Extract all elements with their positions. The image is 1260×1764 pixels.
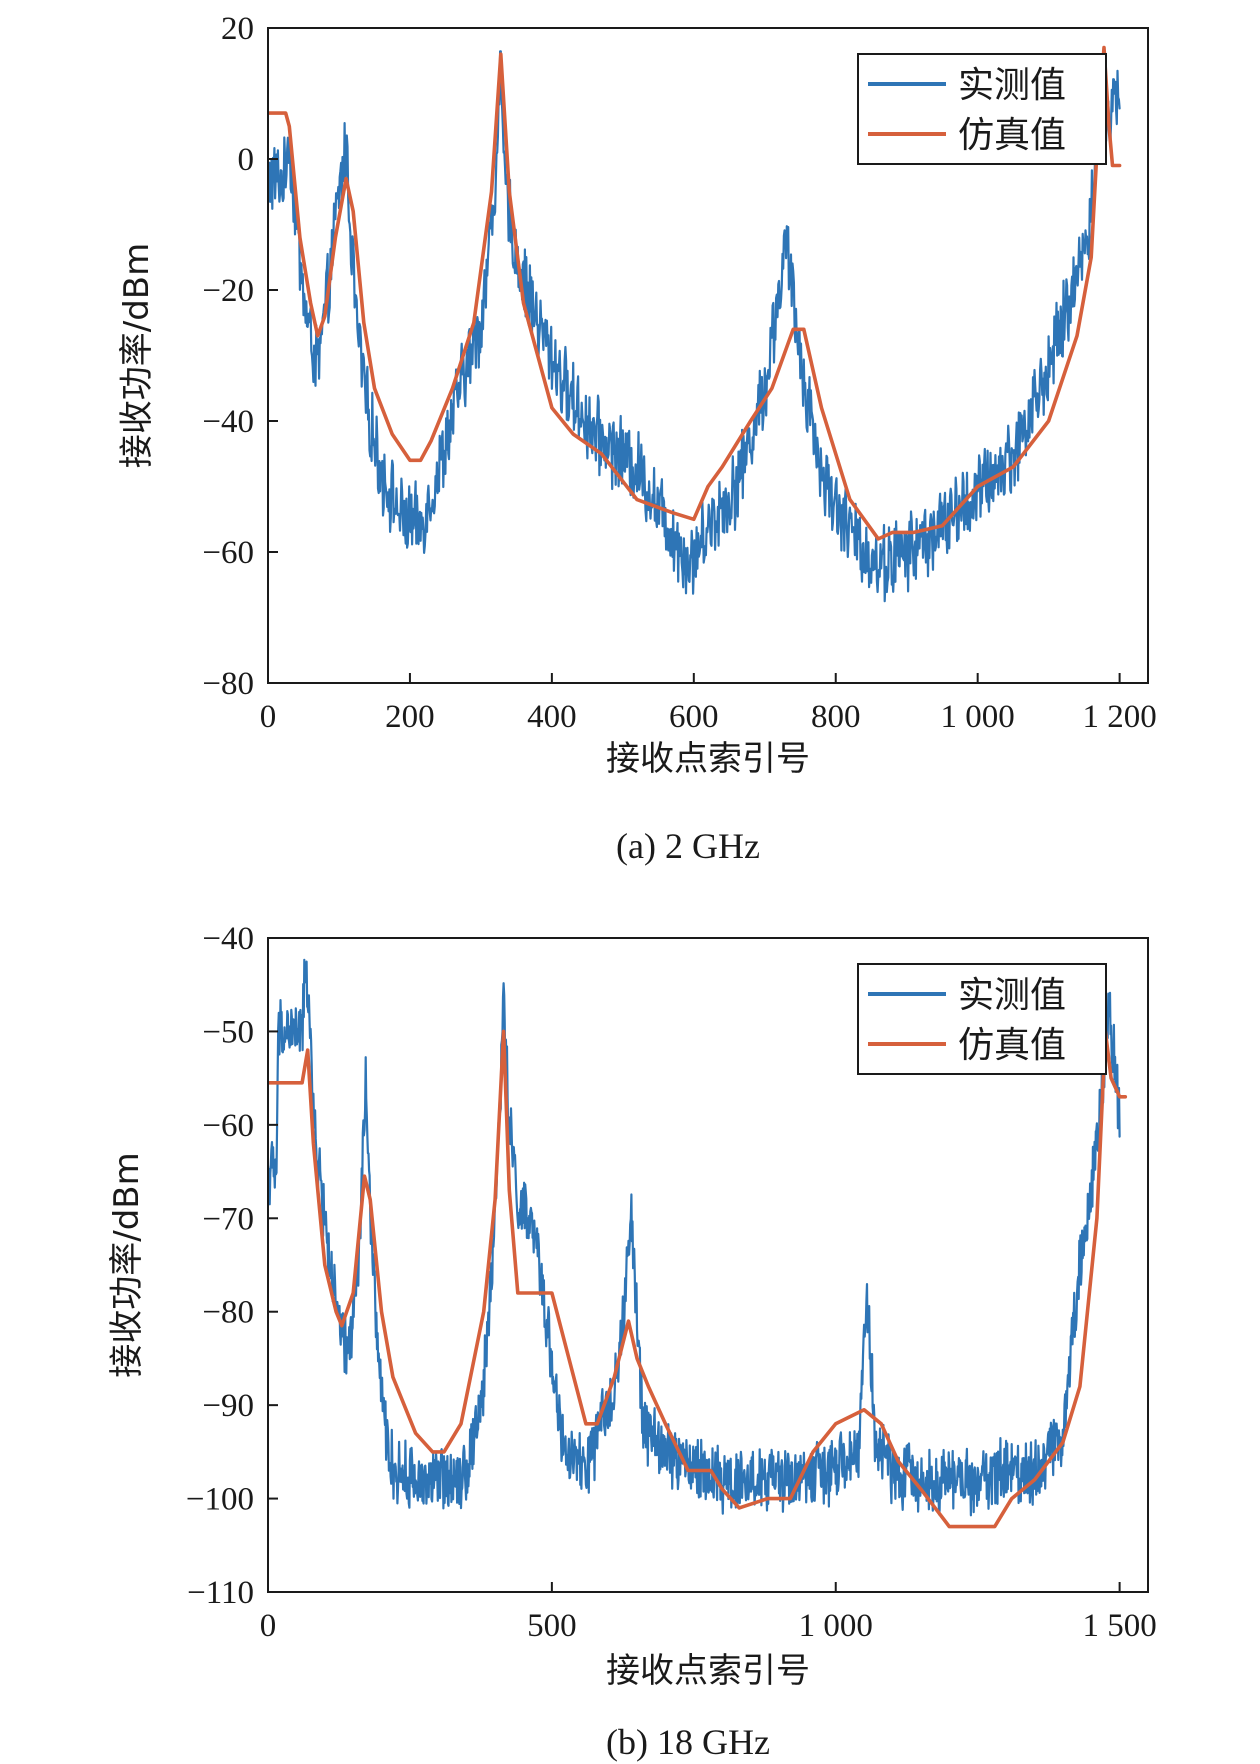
- legend-label: 仿真值: [958, 115, 1066, 156]
- chart-2ghz: 0 200 400 600 800 1 000 1 200 −80 −60 −40 −20 0 20 接收…: [117, 11, 1157, 866]
- y-tick-label: −70: [202, 1201, 254, 1237]
- y-axis-label: 接收功率/dBm: [117, 243, 157, 468]
- series-group: [268, 45, 1122, 603]
- chart-caption: (b) 18 GHz: [606, 1722, 770, 1762]
- series-line-simulated: [268, 1029, 1128, 1529]
- x-tick-label: 600: [669, 699, 719, 735]
- x-tick-label: 1 200: [1082, 699, 1156, 735]
- chart-18ghz: 0 500 1 000 1 500 −110 −100 −90 −80 −70 −60 −50 −40…: [107, 921, 1157, 1762]
- x-tick-label: 800: [811, 699, 861, 735]
- legend-box: [857, 53, 1107, 165]
- legend-label: 实测值: [958, 65, 1066, 106]
- x-tick-label: 0: [260, 1608, 277, 1644]
- y-tick-label: −90: [202, 1388, 254, 1424]
- x-tick-label: 200: [385, 699, 435, 735]
- x-tick-label: 0: [260, 699, 277, 735]
- y-tick-label: −60: [202, 1108, 254, 1144]
- y-tick-label: −110: [187, 1575, 254, 1611]
- y-tick-label: 20: [221, 11, 254, 47]
- y-tick-label: −40: [202, 404, 254, 440]
- series-group: [268, 958, 1128, 1529]
- chart-caption: (a) 2 GHz: [616, 826, 760, 866]
- x-tick-label: 400: [527, 699, 577, 735]
- y-tick-label: −80: [202, 666, 254, 702]
- series-line-measured: [268, 958, 1121, 1517]
- x-tick-label: 1 000: [799, 1608, 873, 1644]
- plot-frame: [267, 937, 1149, 1593]
- y-tick-label: −50: [202, 1014, 254, 1050]
- x-tick-label: 1 500: [1082, 1608, 1156, 1644]
- series-line-measured: [268, 50, 1121, 603]
- plot-frame: [267, 27, 1149, 684]
- y-tick-label: −80: [202, 1295, 254, 1331]
- legend-box: [857, 963, 1107, 1075]
- y-tick-label: −60: [202, 535, 254, 571]
- y-tick-label: −100: [186, 1482, 254, 1518]
- y-axis-label: 接收功率/dBm: [107, 1152, 147, 1377]
- y-tick-label: −40: [202, 921, 254, 957]
- x-axis-label: 接收点索引号: [606, 1651, 810, 1691]
- y-tick-label: −20: [202, 273, 254, 309]
- x-tick-label: 1 000: [941, 699, 1015, 735]
- series-line-simulated: [268, 45, 1122, 541]
- x-tick-label: 500: [527, 1608, 577, 1644]
- x-axis-label: 接收点索引号: [606, 739, 810, 779]
- legend-label: 实测值: [958, 975, 1066, 1016]
- y-tick-label: 0: [238, 142, 255, 178]
- legend-label: 仿真值: [958, 1025, 1066, 1066]
